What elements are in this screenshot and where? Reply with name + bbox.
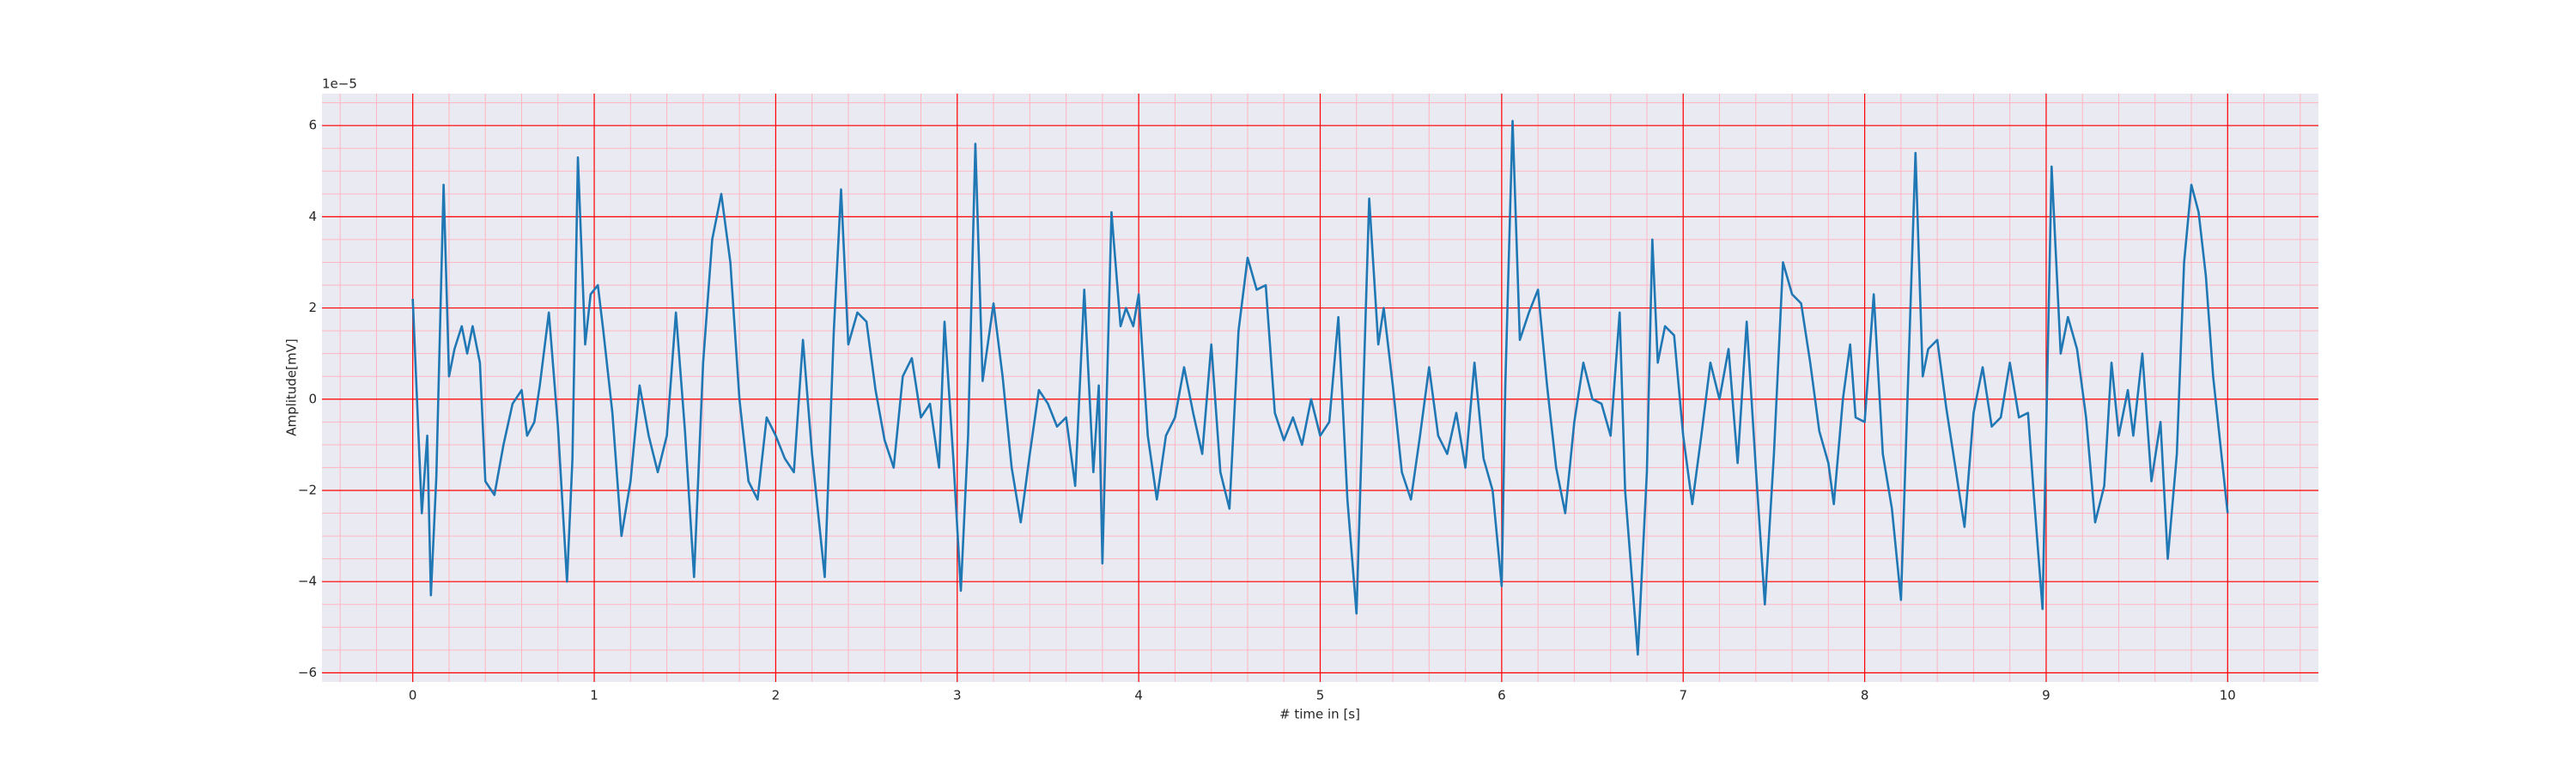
x-tick-label: 4 xyxy=(1134,688,1143,703)
y-tick-label: −2 xyxy=(298,482,317,497)
y-tick-label: 0 xyxy=(308,391,317,406)
y-tick-label: 4 xyxy=(308,209,317,224)
x-tick-label: 7 xyxy=(1679,688,1687,703)
x-tick-label: 1 xyxy=(590,688,598,703)
x-tick-label: 5 xyxy=(1316,688,1325,703)
grid xyxy=(322,94,2318,682)
signal-line xyxy=(411,119,2229,656)
x-tick-label: 2 xyxy=(772,688,781,703)
y-tick-label: −6 xyxy=(298,665,317,680)
x-tick-label: 10 xyxy=(2220,688,2236,703)
y-tick-label: −4 xyxy=(298,574,317,589)
x-axis-label: # time in [s] xyxy=(1279,707,1360,722)
y-tick-label: 6 xyxy=(308,118,317,133)
x-tick-label: 8 xyxy=(1861,688,1869,703)
y-axis-label: Amplitude[mV] xyxy=(284,338,300,435)
x-tick-label: 0 xyxy=(409,688,417,703)
y-tick-label: 2 xyxy=(308,300,317,315)
x-tick-label: 6 xyxy=(1498,688,1506,703)
x-tick-label: 3 xyxy=(953,688,962,703)
offset-text: 1e−5 xyxy=(322,76,357,92)
x-tick-label: 9 xyxy=(2042,688,2050,703)
